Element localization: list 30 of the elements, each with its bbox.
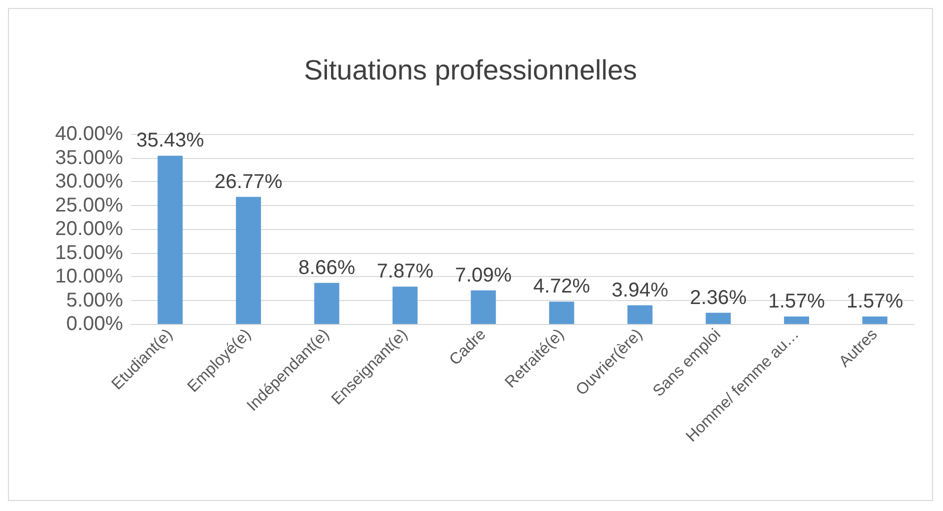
y-tick-label: 10.00%	[55, 266, 124, 288]
data-label: 3.94%	[612, 279, 669, 302]
bar	[706, 312, 731, 324]
chart-title: Situations professionnelles	[304, 54, 638, 86]
y-tick-label: 15.00%	[55, 242, 124, 264]
y-tick-label: 20.00%	[55, 218, 124, 240]
bar	[314, 282, 340, 324]
bar	[627, 305, 652, 324]
y-tick-label: 40.00%	[55, 123, 124, 145]
data-label: 1.57%	[768, 290, 826, 313]
bar	[549, 302, 574, 324]
data-label: 4.72%	[533, 276, 590, 298]
y-tick-label: 35.00%	[55, 146, 124, 169]
y-tick-label: 30.00%	[55, 170, 124, 192]
bar	[862, 316, 888, 324]
bar	[470, 290, 496, 324]
data-label: 1.57%	[846, 290, 904, 313]
data-label: 8.66%	[298, 256, 356, 279]
y-tick-label: 5.00%	[66, 289, 124, 312]
bar	[392, 286, 418, 324]
data-label: 35.43%	[136, 130, 204, 152]
bar	[158, 156, 183, 324]
data-label: 7.09%	[454, 264, 512, 286]
y-tick-label: 25.00%	[55, 194, 124, 216]
bar	[784, 316, 810, 324]
bar	[236, 196, 261, 324]
data-label: 2.36%	[690, 286, 747, 309]
data-label: 26.77%	[214, 170, 283, 193]
y-tick-label: 0.00%	[66, 313, 124, 335]
data-label: 7.87%	[376, 260, 434, 283]
